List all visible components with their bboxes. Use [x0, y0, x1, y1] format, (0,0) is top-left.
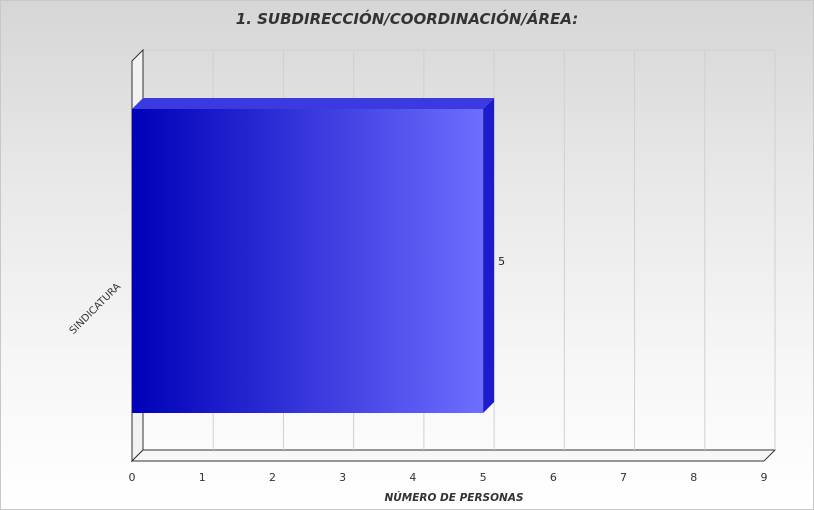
x-tick-label: 0	[129, 471, 136, 484]
x-tick-label: 3	[339, 471, 346, 484]
bar-top	[132, 98, 495, 109]
bar-side	[483, 98, 495, 413]
x-tick-label: 6	[550, 471, 557, 484]
x-tick-label: 5	[480, 471, 487, 484]
x-tick-label: 9	[761, 471, 768, 484]
chart-title: 1. SUBDIRECCIÓN/COORDINACIÓN/ÁREA:	[235, 10, 579, 28]
x-tick-label: 4	[409, 471, 416, 484]
plot-floor	[130, 449, 777, 462]
data-label: 5	[498, 255, 505, 268]
x-tick-label: 8	[690, 471, 697, 484]
x-tick-label: 7	[620, 471, 627, 484]
x-tick-label: 2	[269, 471, 276, 484]
bar-front	[132, 109, 484, 413]
x-axis-title: NÚMERO DE PERSONAS	[384, 491, 523, 504]
x-tick-label: 1	[199, 471, 206, 484]
category-label: SINDICATURA	[68, 281, 123, 336]
